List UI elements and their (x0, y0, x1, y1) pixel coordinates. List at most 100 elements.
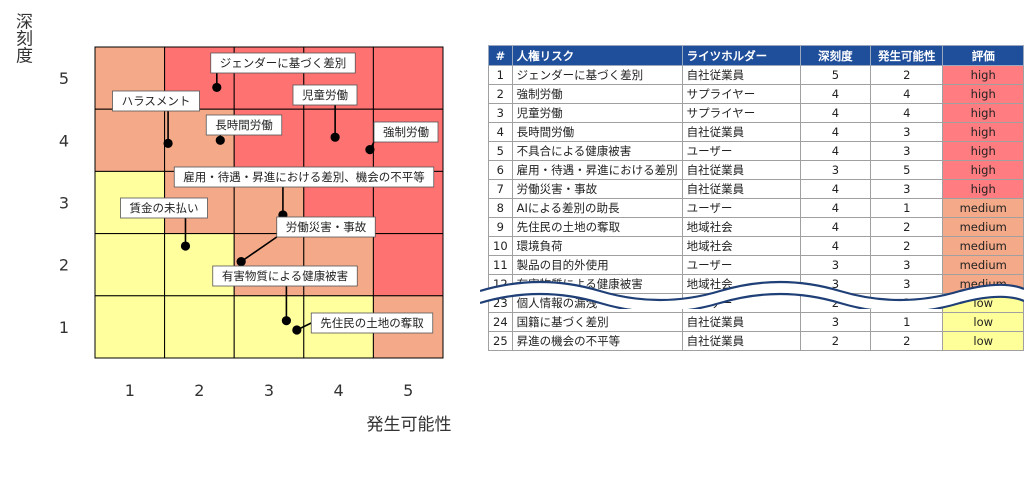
row-evaluation: high (942, 160, 1024, 180)
matrix-cell (303, 233, 374, 297)
row-risk: 雇用・待遇・昇進における差別 (511, 160, 683, 180)
row-severity: 4 (799, 198, 872, 218)
row-number: 8 (488, 198, 513, 218)
row-number: 24 (488, 312, 513, 332)
point-label-box (120, 197, 208, 219)
table-row: 10 環境負荷 地域社会 4 2 medium (488, 236, 1024, 256)
point-label: 長時間労働 (215, 118, 273, 132)
row-number: 7 (488, 179, 513, 199)
matrix-cell (164, 295, 235, 359)
row-evaluation: high (942, 179, 1024, 199)
y-axis-label: 深刻度 (12, 12, 33, 63)
row-evaluation: low (942, 331, 1024, 351)
header-severity: 深刻度 (799, 45, 872, 66)
row-risk: 児童労働 (511, 103, 683, 123)
row-rights-holder: 地域社会 (681, 236, 801, 256)
point-label: 雇用・待遇・昇進における差別、機会の不平等 (183, 170, 425, 184)
row-severity: 4 (799, 122, 872, 142)
point-label: 強制労働 (383, 125, 429, 139)
row-evaluation: medium (942, 198, 1024, 218)
y-tick-label: 4 (59, 131, 69, 150)
row-number: 4 (488, 122, 513, 142)
point-label: 賃金の未払い (130, 201, 199, 215)
data-point (163, 138, 173, 149)
row-evaluation: medium (942, 236, 1024, 256)
header-evaluation: 評価 (942, 45, 1024, 66)
row-severity: 4 (799, 103, 872, 123)
row-likelihood: 3 (870, 274, 944, 294)
matrix-cell (94, 233, 166, 297)
row-severity: 4 (799, 84, 872, 104)
table-row: 12 有害物質による健康被害 地域社会 3 3 medium (488, 274, 1024, 294)
row-risk: 製品の目的外使用 (511, 255, 683, 275)
row-rights-holder: 自社従業員 (681, 160, 801, 180)
row-number: 2 (488, 84, 513, 104)
row-evaluation: high (942, 103, 1024, 123)
y-tick-label: 3 (59, 194, 69, 213)
table-row: 1 ジェンダーに基づく差別 自社従業員 5 2 high (488, 65, 1024, 85)
row-number: 11 (488, 255, 513, 275)
table-row: 5 不具合による健康被害 ユーザー 4 3 high (488, 141, 1024, 161)
row-rights-holder: ユーザー (681, 198, 801, 218)
row-severity: 2 (799, 331, 872, 351)
risk-matrix-chart: 1 2 3 4 5 1 2 3 4 5 発生可能性 深刻度 ジェンダーに基づく差別 ハラスメント 長時間労働… (0, 0, 470, 474)
point-label: 有害物質による健康被害 (222, 269, 348, 283)
row-number: 9 (488, 217, 513, 237)
point-label-box (310, 312, 434, 334)
row-likelihood: 2 (870, 293, 944, 313)
point-label-box (210, 52, 356, 74)
matrix-cell (94, 295, 166, 359)
x-tick-label: 5 (403, 381, 413, 400)
row-severity: 5 (799, 65, 872, 85)
point-label-box (373, 121, 439, 143)
table-row: 4 長時間労働 自社従業員 4 3 high (488, 122, 1024, 142)
row-rights-holder: サプライヤー (681, 103, 801, 123)
row-likelihood: 1 (870, 198, 944, 218)
row-rights-holder: 自社従業員 (681, 179, 801, 199)
row-number: 6 (488, 160, 513, 180)
x-axis-label: 発生可能性 (367, 415, 452, 435)
row-evaluation: high (942, 122, 1024, 142)
row-evaluation: high (942, 141, 1024, 161)
row-evaluation: low (942, 293, 1024, 313)
y-tick-label: 1 (59, 318, 69, 337)
data-point (236, 256, 246, 267)
row-evaluation: low (942, 312, 1024, 332)
row-severity: 3 (799, 160, 872, 180)
row-rights-holder: 自社従業員 (681, 65, 801, 85)
risk-table: # 人権リスク ライツホルダー 深刻度 発生可能性 評価 1 ジェンダーに基づく差… (488, 45, 1024, 351)
point-label-box (205, 114, 283, 136)
row-risk: 昇進の機会の不平等 (511, 331, 683, 351)
row-likelihood: 4 (870, 103, 944, 123)
x-tick-label: 4 (334, 381, 344, 400)
row-evaluation: high (942, 65, 1024, 85)
x-tick-label: 2 (194, 381, 204, 400)
data-point (365, 145, 375, 155)
table-row: 9 先住民の土地の奪取 地域社会 4 2 medium (488, 217, 1024, 237)
row-rights-holder: ユーザー (681, 293, 801, 313)
table-row: 2 強制労働 サプライヤー 4 4 high (488, 84, 1024, 104)
matrix-cell (303, 108, 374, 172)
row-risk: 長時間労働 (511, 122, 683, 142)
row-evaluation: medium (942, 274, 1024, 294)
matrix-cell (164, 233, 235, 297)
row-severity: 2 (799, 293, 872, 313)
row-evaluation: medium (942, 255, 1024, 275)
row-number: 25 (488, 331, 513, 351)
matrix-cell (372, 46, 444, 110)
risk-table-body: 1 ジェンダーに基づく差別 自社従業員 5 2 high 2 強制労働 サプライヤー 4 4 high… (488, 65, 1024, 351)
data-point (212, 82, 222, 93)
table-row: 7 労働災害・事故 自社従業員 4 3 high (488, 179, 1024, 199)
row-number: 12 (488, 274, 513, 294)
row-rights-holder: ユーザー (681, 141, 801, 161)
risk-matrix-svg: 1 2 3 4 5 1 2 3 4 5 発生可能性 深刻度 ジェンダーに基づく差別ハラスメント長時間労働… (12, 12, 452, 435)
data-point (292, 325, 302, 335)
matrix-cell (372, 233, 444, 297)
table-row: 3 児童労働 サプライヤー 4 4 high (488, 103, 1024, 123)
row-likelihood: 3 (870, 179, 944, 199)
data-point (180, 241, 191, 251)
point-label-box (112, 90, 200, 112)
row-likelihood: 2 (870, 65, 944, 85)
row-evaluation: high (942, 84, 1024, 104)
row-number: 5 (488, 141, 513, 161)
